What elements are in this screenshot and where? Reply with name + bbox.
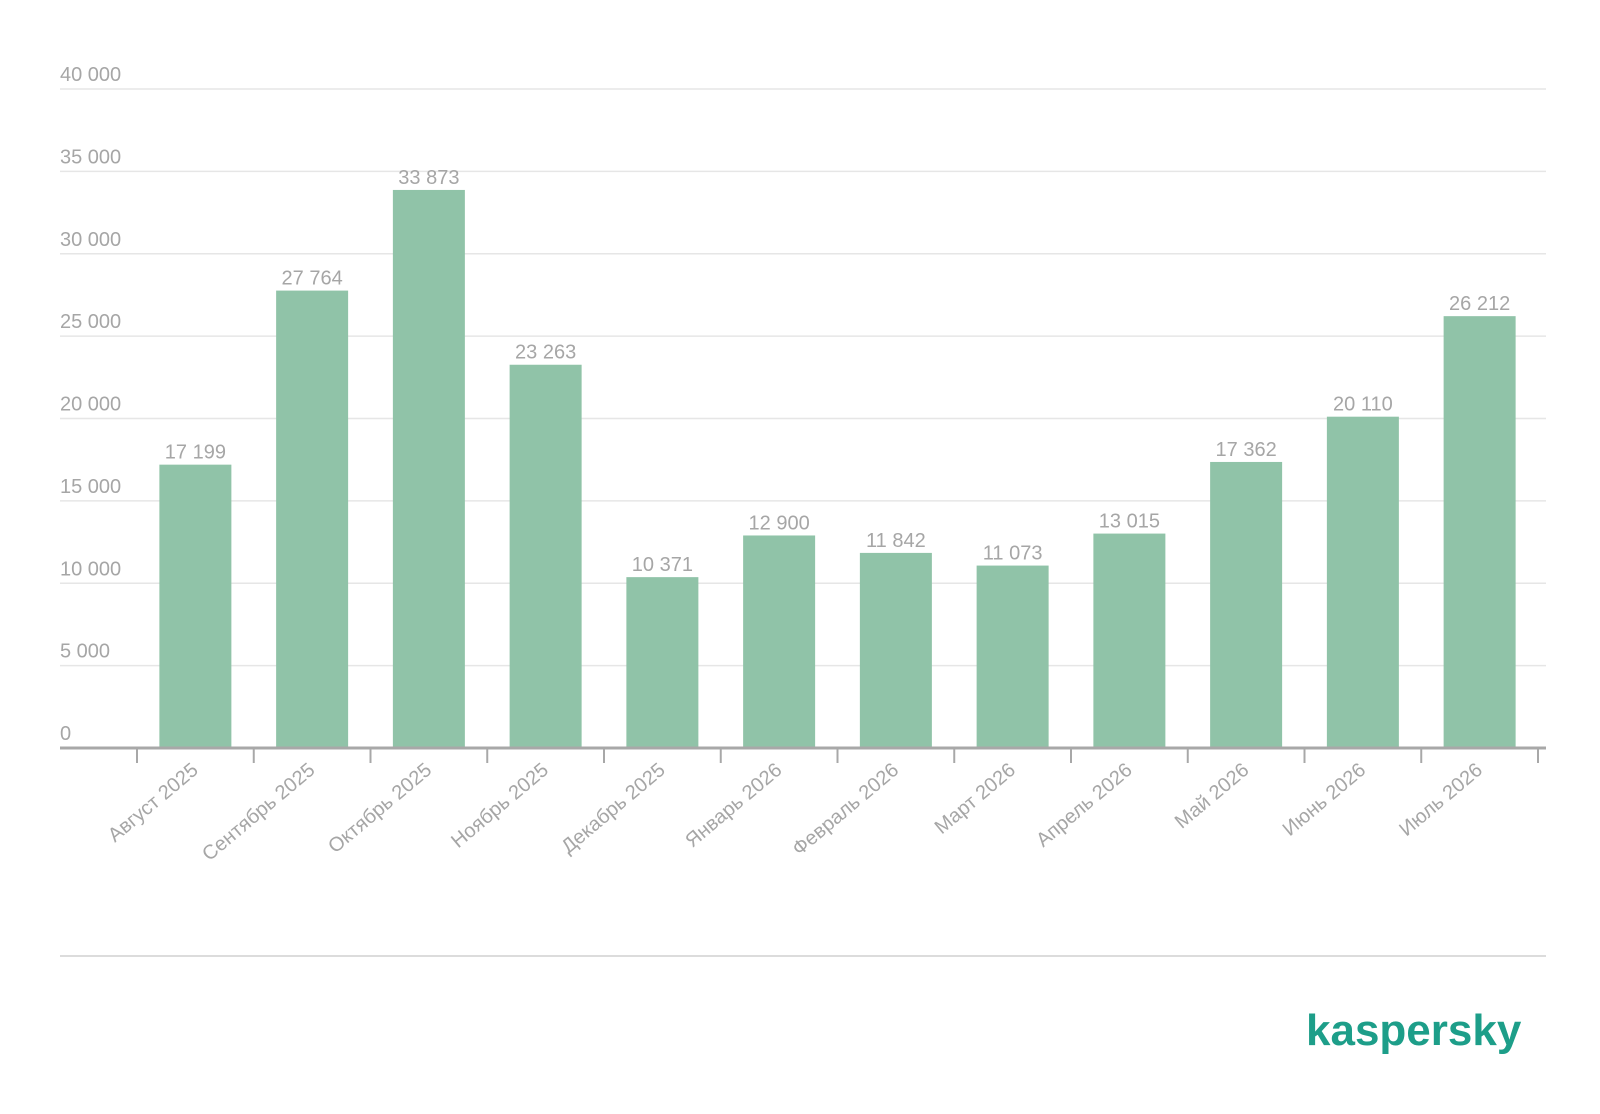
bar (1326, 416, 1399, 748)
bar (509, 364, 582, 748)
bar (976, 565, 1049, 748)
x-tick-label: Июль 2026 (1395, 759, 1487, 841)
data-label: 17 362 (1216, 439, 1277, 461)
x-tick-label: Сентябрь 2025 (198, 759, 319, 866)
bar (1443, 316, 1516, 748)
x-tick-label: Октябрь 2025 (324, 759, 436, 858)
y-tick-label: 5 000 (60, 641, 110, 663)
x-tick-label: Июнь 2026 (1279, 759, 1370, 841)
x-tick-label: Декабрь 2025 (557, 759, 669, 858)
kaspersky-logo: kaspersky (1306, 1006, 1522, 1055)
bar (743, 535, 816, 748)
data-label: 26 212 (1449, 293, 1510, 315)
x-tick-label: Февраль 2026 (788, 759, 903, 860)
data-label: 27 764 (282, 268, 343, 290)
data-label: 12 900 (749, 512, 810, 534)
y-tick-label: 40 000 (60, 64, 121, 86)
y-tick-label: 35 000 (60, 146, 121, 168)
y-tick-label: 0 (60, 723, 71, 745)
x-tick-label: Май 2026 (1171, 759, 1253, 833)
data-label: 10 371 (632, 554, 693, 576)
bar (1093, 533, 1166, 748)
data-labels: 17 199 27 764 33 873 23 263 10 371 12 900 11 8… (165, 167, 1510, 576)
bar (626, 577, 699, 748)
x-tick-label: Август 2025 (104, 759, 203, 847)
data-label: 33 873 (398, 167, 459, 189)
data-label: 20 110 (1333, 394, 1393, 416)
data-label: 11 842 (866, 530, 926, 552)
x-axis (60, 746, 1546, 763)
y-tick-label: 20 000 (60, 394, 121, 416)
bar (859, 552, 932, 748)
x-tick-label: Ноябрь 2025 (447, 759, 553, 853)
data-label: 13 015 (1099, 511, 1160, 533)
x-tick-label: Март 2026 (931, 759, 1020, 839)
bar (276, 290, 349, 748)
data-label: 23 263 (515, 342, 576, 364)
y-tick-label: 25 000 (60, 311, 121, 333)
y-axis-labels: 0 5 000 10 000 15 000 20 000 25 000 30 000 35 0… (60, 64, 121, 745)
y-tick-label: 15 000 (60, 476, 121, 498)
bars (159, 189, 1516, 748)
bar (159, 464, 232, 748)
y-tick-label: 10 000 (60, 558, 121, 580)
x-tick-label: Январь 2026 (681, 759, 786, 852)
data-label: 11 073 (983, 543, 1043, 565)
data-label: 17 199 (165, 442, 226, 464)
bar (392, 189, 465, 748)
bar (1210, 461, 1283, 748)
y-tick-label: 30 000 (60, 229, 121, 251)
x-tick-label: Апрель 2026 (1032, 759, 1136, 852)
